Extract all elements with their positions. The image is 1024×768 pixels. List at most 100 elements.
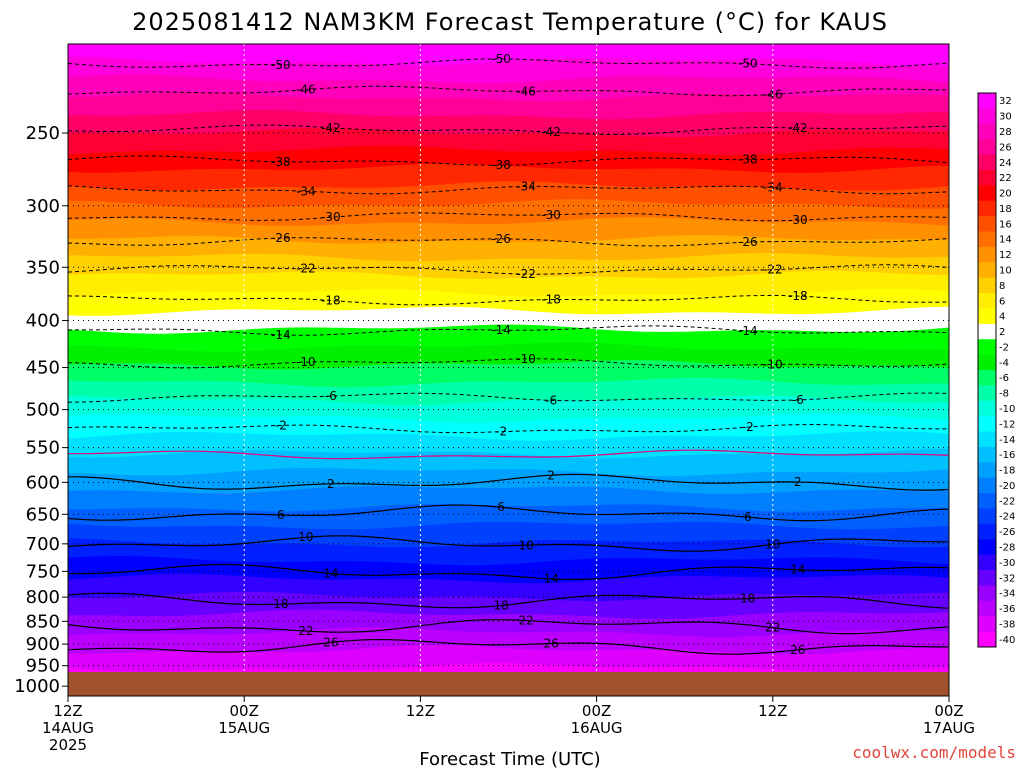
colorbar-label: -24 (999, 512, 1015, 523)
colorbar-swatch (978, 631, 996, 648)
contour-label: 10 (518, 538, 533, 552)
contour-label: -34 (516, 180, 536, 194)
x-tick-label: 00Z (582, 702, 611, 720)
colorbar-swatch (978, 308, 996, 325)
y-tick-label: 550 (26, 438, 60, 459)
colorbar-swatch (978, 123, 996, 140)
contour-label: 14 (323, 567, 338, 581)
colorbar-label: 6 (999, 296, 1005, 307)
contour-label: -18 (788, 289, 808, 303)
colorbar-label: -4 (999, 358, 1009, 369)
contour-label: -42 (541, 125, 561, 139)
contour-label: -6 (792, 393, 804, 407)
contour-label: -34 (296, 184, 316, 198)
colorbar-label: -26 (999, 527, 1015, 538)
colorbar-swatch (978, 570, 996, 586)
contour-label: -30 (541, 208, 561, 222)
colorbar-swatch (978, 185, 996, 202)
colorbar-swatch (978, 508, 996, 525)
colorbar-swatch (978, 200, 996, 217)
colorbar-label: 22 (999, 173, 1012, 184)
y-tick-label: 900 (26, 634, 60, 655)
colorbar-label: -16 (999, 450, 1015, 461)
ground-surface (68, 672, 949, 696)
x-axis-label: Forecast Time (UTC) (419, 749, 600, 768)
colorbar-swatch (978, 385, 996, 402)
contour-line (68, 449, 949, 460)
contour-label: 22 (298, 624, 313, 638)
colorbar-swatch (978, 539, 996, 556)
colorbar-label: 32 (999, 96, 1012, 107)
colorbar-swatch (978, 154, 996, 171)
y-axis: 2503003504004505005506006507007508008509… (14, 123, 68, 697)
y-tick-label: 1000 (14, 676, 60, 697)
contour-label: 26 (323, 635, 338, 649)
colorbar-swatch (978, 231, 996, 248)
contour-label: -50 (491, 52, 511, 66)
colorbar-swatch (978, 169, 996, 186)
contour-label: -26 (738, 235, 758, 249)
x-tick-label: 12Z (406, 702, 435, 720)
contour-label: -30 (788, 213, 808, 227)
contour-label: -38 (491, 158, 511, 172)
x-tick-label: 12Z (53, 702, 82, 720)
contour-label: -30 (321, 210, 341, 224)
grid-lines (68, 44, 949, 696)
x-tick-label: 16AUG (571, 719, 623, 737)
contour-label: -2 (495, 425, 507, 439)
colorbar-label: 20 (999, 189, 1012, 200)
contour-line (68, 592, 949, 609)
colorbar-swatch (978, 277, 996, 294)
contour-label: -38 (271, 155, 291, 169)
contour-label: -18 (321, 294, 341, 308)
plot-frame (67, 43, 950, 697)
colorbar-label: 12 (999, 250, 1012, 261)
contour-label: -2 (275, 418, 287, 432)
temperature-bands (68, 44, 949, 692)
colorbar-swatch (978, 246, 996, 263)
colorbar-label: -14 (999, 435, 1015, 446)
y-tick-label: 400 (26, 311, 60, 332)
colorbar-label: 14 (999, 235, 1012, 246)
y-tick-label: 600 (26, 472, 60, 493)
colorbar-swatch (978, 262, 996, 279)
colorbar-swatch (978, 462, 996, 479)
contour-label: -22 (516, 267, 536, 281)
colorbar-swatch (978, 431, 996, 448)
colorbar-swatch (978, 293, 996, 309)
colorbar: 32 30 28 26 24 22 20 18 16 14 12 10 8 6 4 2 -2 -4 -6 -8 -10 -… (977, 92, 1015, 648)
y-tick-label: 800 (26, 587, 60, 608)
colorbar-swatch (978, 108, 996, 125)
x-tick-label: 00Z (934, 702, 963, 720)
x-tick-label: 14AUG (42, 719, 94, 737)
contour-label: -18 (541, 293, 561, 307)
contour-label: -50 (271, 58, 291, 72)
contour-label: -14 (738, 324, 758, 338)
contour-label: 18 (493, 599, 508, 613)
contour-label: 6 (497, 500, 505, 514)
contour-label: -6 (325, 389, 337, 403)
contour-label: -6 (545, 393, 557, 407)
y-tick-label: 750 (26, 561, 60, 582)
contour-label: -34 (763, 180, 783, 194)
contour-line (68, 535, 949, 552)
colorbar-label: 10 (999, 265, 1012, 276)
colorbar-swatch (978, 93, 996, 109)
colorbar-label: 18 (999, 204, 1012, 215)
contour-label: -42 (321, 121, 341, 135)
contour-label: -22 (296, 262, 316, 276)
contour-label: 22 (518, 613, 533, 627)
colorbar-swatch (978, 446, 996, 463)
contour-label: -26 (491, 232, 511, 246)
colorbar-label: -2 (999, 342, 1009, 353)
contour-label: -46 (296, 83, 316, 97)
contour-label: -38 (738, 153, 758, 167)
contour-line (68, 504, 949, 522)
contour-label: -10 (296, 355, 316, 369)
contour-label: 18 (740, 592, 755, 606)
colorbar-label: 2 (999, 327, 1005, 338)
colorbar-swatch (978, 477, 996, 494)
colorbar-swatch (978, 493, 996, 509)
contour-line (68, 619, 949, 635)
